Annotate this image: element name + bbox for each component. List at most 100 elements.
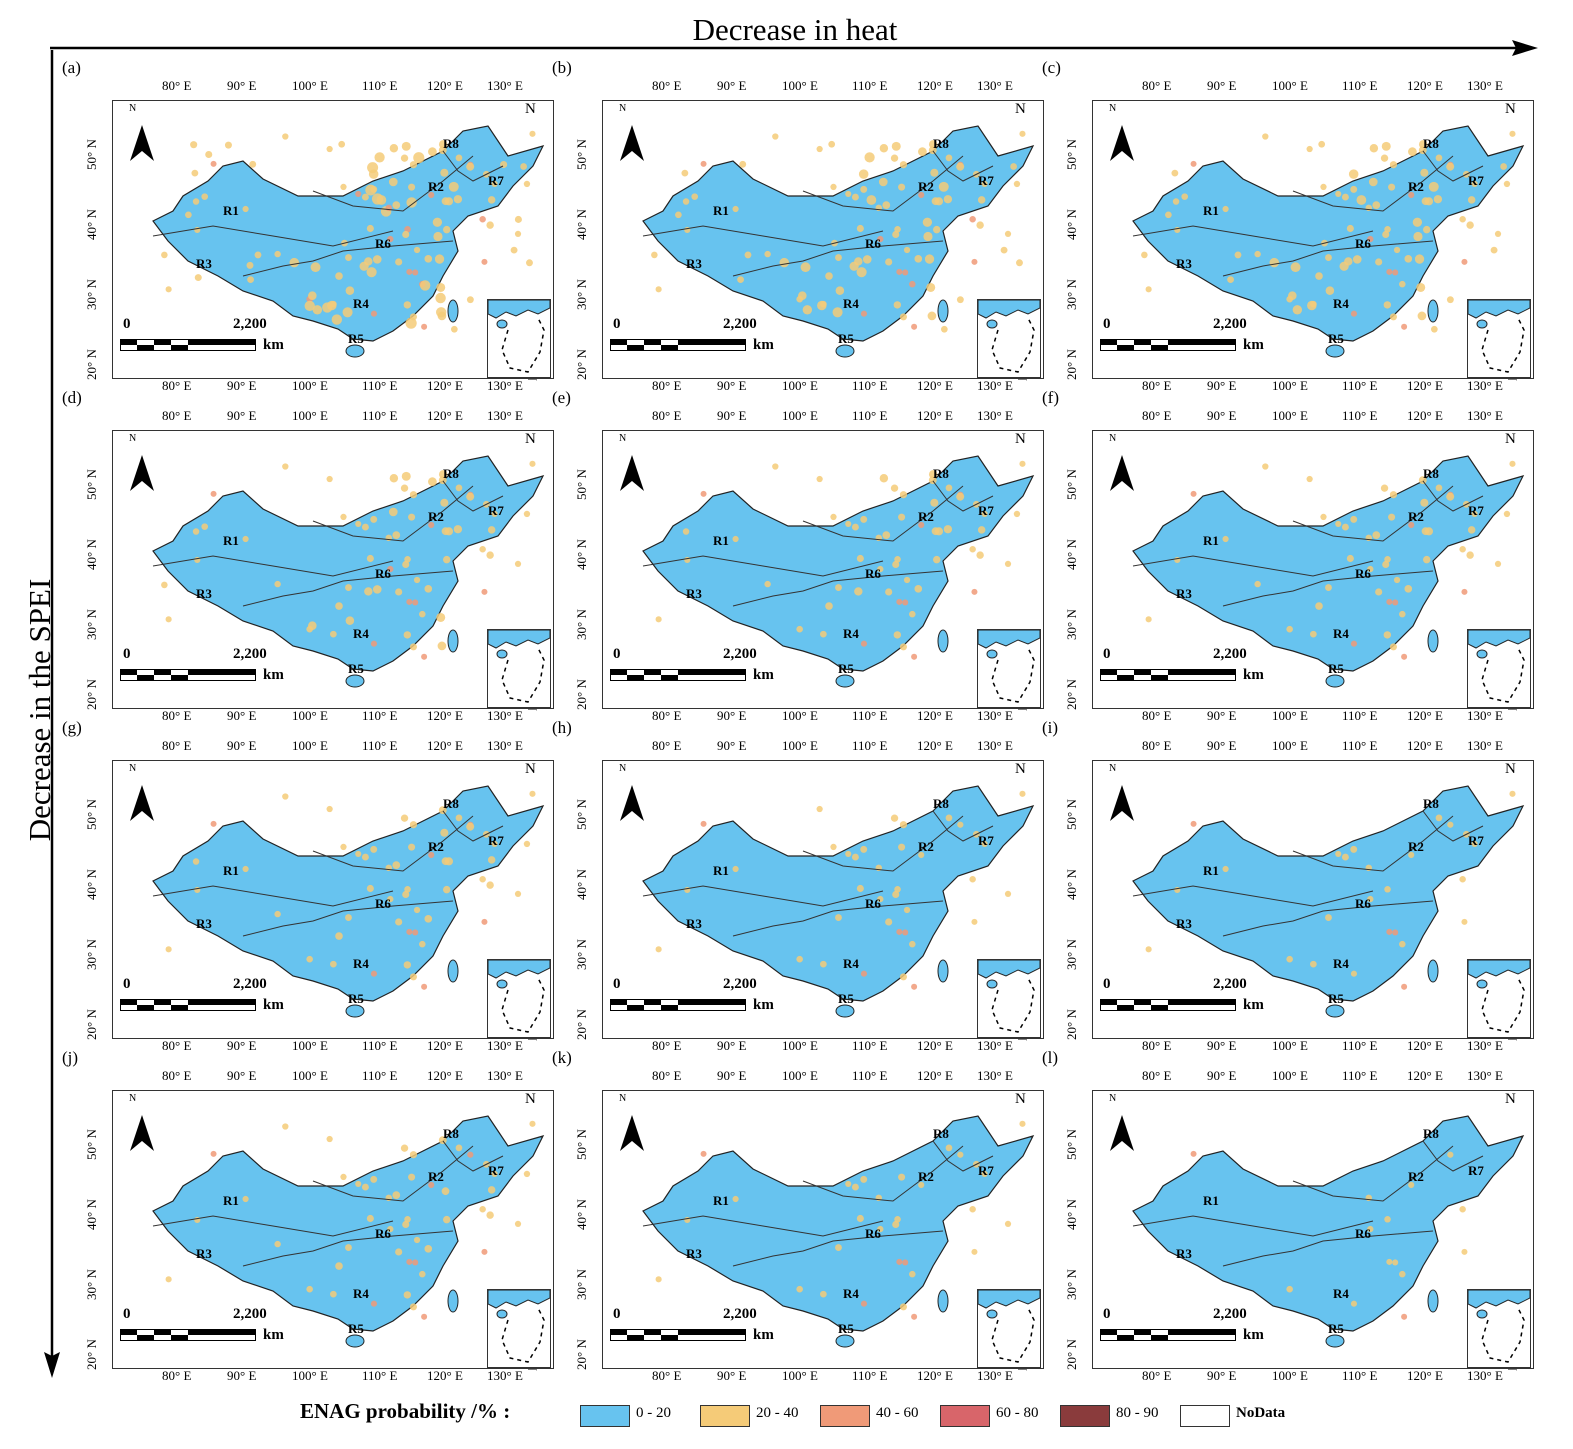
probability-patch [437, 641, 447, 651]
probability-patch [1004, 230, 1012, 237]
probability-patch [453, 195, 463, 204]
lon-tick-bottom: 100° E [782, 378, 818, 393]
probability-patch [274, 910, 281, 918]
probability-patch [816, 475, 823, 483]
probability-patch [903, 906, 911, 914]
probability-patch [161, 251, 168, 259]
probability-patch [1435, 154, 1443, 162]
probability-patch [1000, 246, 1008, 254]
lat-tick-left: 30° N [574, 1269, 589, 1300]
lon-tick-bottom: 120° E [917, 378, 953, 393]
probability-patch [523, 840, 531, 848]
region-label: R3 [196, 256, 212, 271]
probability-patch [1292, 305, 1303, 315]
lon-tick-top: 120° E [427, 78, 463, 93]
region-label: R7 [978, 173, 994, 188]
probability-patch [404, 885, 411, 893]
region-boundary [732, 1230, 944, 1267]
lon-tick-bottom: 110° E [1342, 378, 1378, 393]
lon-tick-bottom: 100° E [1272, 708, 1308, 723]
probability-patch [406, 197, 417, 208]
probability-patch [896, 598, 903, 605]
north-arrow-icon [130, 1115, 154, 1151]
lon-tick-top: 110° E [1342, 408, 1378, 423]
probability-patch [1383, 631, 1392, 639]
taiwan-island [447, 1289, 459, 1313]
lon-tick-top: 120° E [427, 1068, 463, 1083]
probability-patch [1459, 215, 1466, 223]
land-mass [1132, 785, 1525, 1002]
probability-patch [796, 1285, 803, 1293]
probability-patch [400, 814, 409, 822]
panel-label: (l) [1042, 1048, 1059, 1067]
region-boundary [152, 1215, 394, 1237]
lon-tick-top: 120° E [917, 1068, 953, 1083]
region-label: R8 [933, 466, 949, 481]
probability-patch [931, 527, 940, 536]
probability-patch [335, 1262, 343, 1270]
scale-bar-icon [610, 1329, 746, 1341]
lon-tick-top: 130° E [487, 78, 523, 93]
lat-tick-left: 40° N [84, 209, 99, 240]
probability-patch [192, 198, 200, 205]
land-mass [152, 1115, 545, 1332]
probability-patch [1227, 276, 1234, 284]
lon-tick-bottom: 120° E [427, 1038, 463, 1053]
probability-patch [322, 302, 333, 313]
lon-tick-top: 110° E [852, 738, 888, 753]
probability-patch [700, 490, 707, 497]
lon-tick-bottom: 100° E [292, 1368, 328, 1383]
probability-patch [387, 895, 394, 903]
lat-tick-left: 40° N [574, 1199, 589, 1230]
scale-zero: 0 [1103, 1306, 1111, 1322]
probability-patch [890, 484, 899, 492]
scale-bar-icon [610, 339, 746, 351]
land-mass [152, 125, 545, 342]
probability-patch [1446, 492, 1455, 501]
probability-patch [190, 141, 198, 149]
probability-patch [1010, 163, 1017, 170]
probability-patch [436, 282, 446, 292]
map-frame: N N R1 R2 R3 R4 R5 R6 R7 R8 0 2,200 km [112, 100, 554, 379]
region-boundary [1132, 885, 1374, 907]
region-label: R4 [353, 626, 369, 641]
probability-patch [700, 160, 707, 167]
map-panel: (g) 80° E 90° E 100° E 110° E 120° E 130° E 80°… [62, 718, 554, 1053]
region-label: R3 [196, 586, 212, 601]
lon-tick-bottom: 80° E [1142, 1038, 1172, 1053]
probability-patch [419, 610, 426, 618]
region-boundary [442, 150, 504, 182]
probability-patch [700, 1150, 707, 1157]
probability-patch [732, 205, 739, 213]
probability-patch [242, 865, 249, 873]
probability-patch [326, 1135, 333, 1143]
land-mass [642, 125, 1035, 342]
probability-patch [860, 640, 868, 647]
probability-patch [1399, 940, 1406, 948]
scale-zero: 0 [613, 1306, 621, 1322]
probability-patch [1382, 230, 1390, 239]
south-china-sea-inset [487, 629, 551, 708]
probability-patch [514, 230, 522, 237]
probability-patch [1435, 814, 1443, 822]
probability-patch [909, 1270, 916, 1278]
lon-tick-top: 90° E [227, 78, 257, 93]
lon-tick-bottom: 80° E [1142, 1368, 1172, 1383]
probability-patch [945, 1144, 953, 1152]
lon-tick-bottom: 80° E [162, 378, 192, 393]
lat-tick-left: 50° N [574, 139, 589, 170]
probability-patch [340, 183, 347, 191]
probability-patch [434, 254, 445, 264]
lon-tick-top: 80° E [652, 408, 682, 423]
lon-tick-top: 100° E [292, 1068, 328, 1083]
region-label: R2 [1408, 1169, 1424, 1184]
taiwan-island [447, 959, 459, 983]
scale-bar-icon [1100, 1329, 1236, 1341]
region-label: R2 [1408, 509, 1424, 524]
lon-tick-bottom: 90° E [717, 378, 747, 393]
probability-patch [1234, 251, 1242, 259]
lon-tick-bottom: 100° E [782, 708, 818, 723]
north-letter-corner: N [1015, 1091, 1026, 1107]
probability-patch [928, 146, 937, 155]
probability-patch [1325, 584, 1332, 591]
